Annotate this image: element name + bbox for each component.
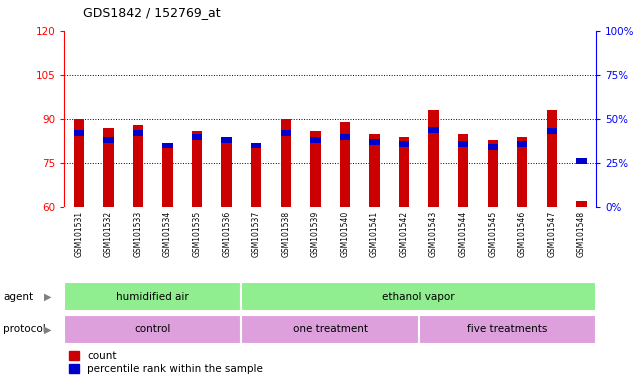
Text: GSM101532: GSM101532 (104, 211, 113, 257)
Bar (162, 142, 172, 149)
Bar (310, 137, 320, 143)
Bar (488, 140, 498, 207)
Bar (340, 122, 350, 207)
Text: GSM101531: GSM101531 (74, 211, 83, 257)
Bar (458, 134, 469, 207)
Text: control: control (135, 324, 171, 334)
Bar (74, 130, 84, 136)
Text: GSM101537: GSM101537 (252, 211, 261, 257)
Bar (64, 314, 242, 344)
Text: GSM101547: GSM101547 (547, 211, 556, 257)
Bar (222, 140, 232, 207)
Bar (103, 137, 113, 143)
Bar (103, 128, 113, 207)
Bar (133, 125, 143, 207)
Bar (576, 159, 587, 164)
Bar (547, 110, 557, 207)
Bar (192, 131, 203, 207)
Bar (576, 202, 587, 207)
Text: GSM101544: GSM101544 (458, 211, 468, 257)
Text: GSM101546: GSM101546 (518, 211, 527, 257)
Bar (242, 314, 419, 344)
Bar (133, 130, 143, 136)
Text: GSM101536: GSM101536 (222, 211, 231, 257)
Bar (458, 141, 469, 147)
Text: GSM101545: GSM101545 (488, 211, 497, 257)
Text: GDS1842 / 152769_at: GDS1842 / 152769_at (83, 6, 221, 19)
Bar (547, 129, 557, 134)
Text: ethanol vapor: ethanol vapor (383, 291, 455, 302)
Bar (192, 134, 203, 140)
Bar (242, 282, 596, 311)
Text: GSM101540: GSM101540 (340, 211, 349, 257)
Text: agent: agent (3, 291, 33, 302)
Bar (428, 110, 438, 207)
Bar (222, 137, 232, 143)
Bar (428, 127, 438, 132)
Bar (488, 144, 498, 150)
Legend: count, percentile rank within the sample: count, percentile rank within the sample (69, 351, 263, 374)
Text: GSM101542: GSM101542 (399, 211, 408, 257)
Bar (517, 141, 528, 147)
Bar (369, 134, 379, 207)
Bar (64, 282, 242, 311)
Bar (340, 134, 350, 140)
Bar (281, 130, 291, 136)
Bar (517, 137, 528, 207)
Bar (251, 142, 262, 207)
Text: five treatments: five treatments (467, 324, 547, 334)
Bar (369, 139, 379, 145)
Bar (251, 142, 262, 149)
Text: GSM101535: GSM101535 (192, 211, 202, 257)
Text: one treatment: one treatment (292, 324, 368, 334)
Text: humidified air: humidified air (117, 291, 189, 302)
Bar (162, 142, 172, 207)
Bar (399, 137, 409, 207)
Bar (399, 141, 409, 147)
Text: GSM101539: GSM101539 (311, 211, 320, 257)
Text: GSM101541: GSM101541 (370, 211, 379, 257)
Bar (281, 119, 291, 207)
Text: ▶: ▶ (44, 324, 51, 334)
Bar (419, 314, 596, 344)
Bar (74, 119, 84, 207)
Text: GSM101534: GSM101534 (163, 211, 172, 257)
Bar (310, 131, 320, 207)
Text: GSM101543: GSM101543 (429, 211, 438, 257)
Text: ▶: ▶ (44, 291, 51, 302)
Text: GSM101533: GSM101533 (133, 211, 142, 257)
Text: protocol: protocol (3, 324, 46, 334)
Text: GSM101538: GSM101538 (281, 211, 290, 257)
Text: GSM101548: GSM101548 (577, 211, 586, 257)
